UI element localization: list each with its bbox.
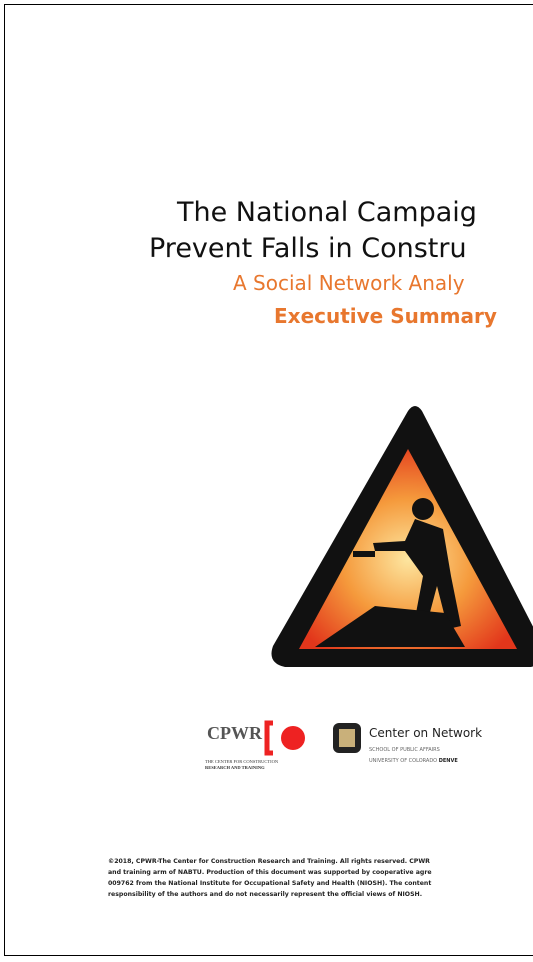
subtitle: A Social Network Analy	[233, 271, 465, 295]
cu-denver: DENVE	[439, 758, 459, 764]
title-line: Prevent Falls in Constru	[149, 233, 467, 264]
footer-line: 009762 from the National Institute for O…	[108, 880, 431, 887]
footer-line: responsibility of the authors and do not…	[108, 891, 422, 898]
cu-tagline: UNIVERSITY OF COLORADO DENVE	[369, 758, 458, 764]
footer-line: ©2018, CPWR-The Center for Construction …	[108, 858, 430, 865]
summary-label: Executive Summary	[274, 304, 497, 328]
cpwr-logo-text: CPWR	[207, 723, 263, 743]
warning-triangle	[265, 401, 533, 677]
title-line: The National Campaig	[177, 197, 477, 228]
cpwr-tagline: THE CENTER FOR CONSTRUCTION	[205, 759, 279, 764]
logos: CPWR THE CENTER FOR CONSTRUCTION RESEARC…	[205, 717, 533, 787]
footer-line: and training arm of NABTU. Production of…	[108, 869, 432, 876]
cpwr-tagline: RESEARCH AND TRAINING	[205, 765, 265, 770]
page-root: The National Campaig Prevent Falls in Co…	[0, 0, 533, 962]
cu-logo-text: Center on Network	[369, 726, 482, 740]
document-page: The National Campaig Prevent Falls in Co…	[4, 4, 533, 956]
cu-tagline: SCHOOL OF PUBLIC AFFAIRS	[369, 747, 440, 753]
cu-university: UNIVERSITY OF COLORADO	[369, 758, 437, 764]
